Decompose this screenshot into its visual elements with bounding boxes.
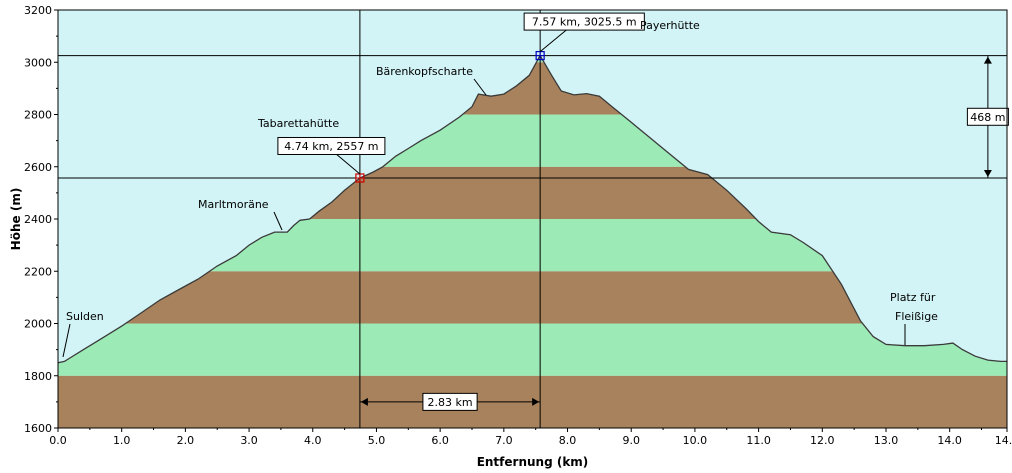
y-tick-label: 2400 <box>24 213 52 226</box>
y-tick-label: 1600 <box>24 422 52 435</box>
x-axis: 0.0 1.0 2.0 3.0 4.0 5.0 6.0 7.0 8.0 9.0 10.0 11.0 12… <box>49 428 1012 447</box>
x-tick-label: 3.0 <box>240 434 258 447</box>
y-axis-title: Höhe (m) <box>9 188 23 251</box>
x-tick-label: 7.0 <box>495 434 513 447</box>
point-label-text: 4.74 km, 2557 m <box>284 140 378 153</box>
y-tick-label: 2600 <box>24 161 52 174</box>
y-tick-label: 3200 <box>24 4 52 17</box>
x-tick-label: 13.0 <box>874 434 899 447</box>
y-tick-label: 2800 <box>24 109 52 122</box>
x-tick-label: 11.0 <box>746 434 771 447</box>
x-tick-label: 6.0 <box>431 434 449 447</box>
point-label-text: 7.57 km, 3025.5 m <box>532 16 637 29</box>
x-tick-label: 2.0 <box>177 434 195 447</box>
y-tick-label: 3000 <box>24 56 52 69</box>
annotation-label: Sulden <box>66 310 104 323</box>
y-axis: 1600 1800 2000 2200 2400 2600 2800 3000 3200 <box>24 4 58 435</box>
annotation-label: Payerhütte <box>640 19 700 32</box>
x-tick-label: 9.0 <box>622 434 640 447</box>
y-tick-label: 2000 <box>24 318 52 331</box>
x-tick-label: 1.0 <box>113 434 131 447</box>
x-tick-label: 8.0 <box>559 434 577 447</box>
elevation-band <box>58 324 1007 376</box>
x-tick-label: 10.0 <box>683 434 708 447</box>
annotation-label: Fleißige <box>895 310 938 323</box>
annotation-label: Platz für <box>890 291 936 304</box>
distance-label-text: 2.83 km <box>427 396 472 409</box>
annotation-label: Bärenkopfscharte <box>376 65 473 78</box>
y-tick-label: 1800 <box>24 370 52 383</box>
x-tick-label: 14.0 <box>937 434 962 447</box>
x-axis-title: Entfernung (km) <box>477 455 589 469</box>
annotation-label: Marltmoräne <box>198 198 269 211</box>
x-tick-label: 5.0 <box>368 434 386 447</box>
height-label-text: 468 m <box>970 111 1005 124</box>
y-tick-label: 2200 <box>24 265 52 278</box>
x-tick-label: 14.9 <box>995 434 1012 447</box>
x-tick-label: 12.0 <box>810 434 835 447</box>
x-tick-label: 0.0 <box>49 434 67 447</box>
annotation-label: Tabarettahütte <box>257 117 339 130</box>
x-tick-label: 4.0 <box>304 434 322 447</box>
